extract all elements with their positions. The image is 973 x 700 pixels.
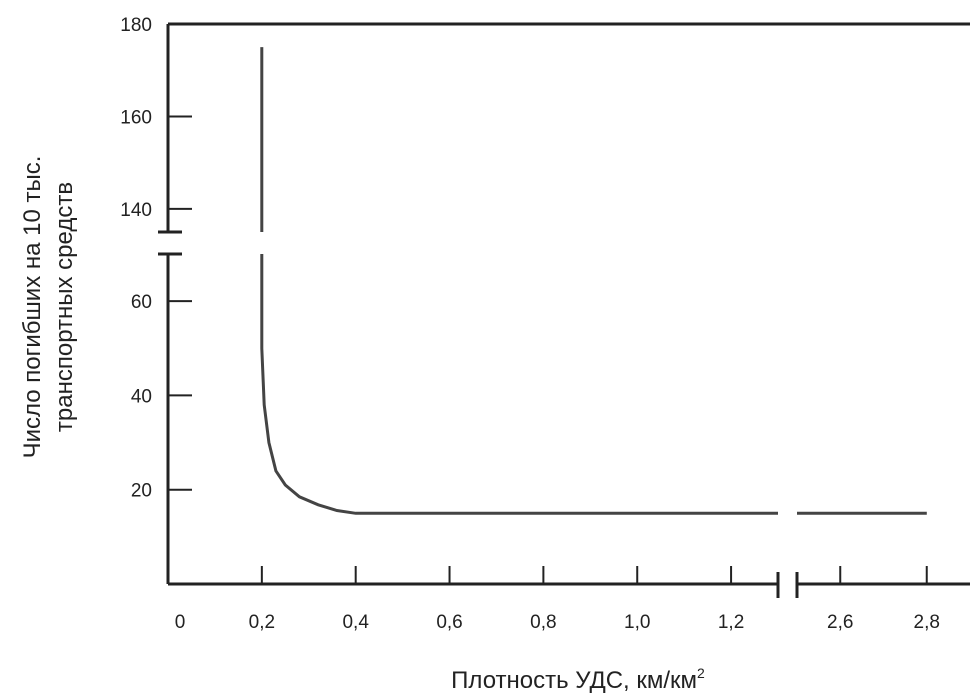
x-tick-label: 1,0 [624,612,650,633]
series-line-segment [260,254,778,515]
x-tick-label: 2,8 [914,612,940,633]
y-tick-label: 20 [131,481,152,502]
x-tick-label: 0,6 [436,612,462,633]
y-axis-title-line2: транспортных средств [51,182,78,432]
axes [158,22,970,598]
x-axis-ticks: 0 0,2 0,4 0,6 0,8 1,0 1,2 2,6 2,8 [175,566,940,633]
x-tick-label: 1,2 [718,612,744,633]
x-tick-label: 0 [175,612,186,633]
x-tick-label: 2,6 [827,612,853,633]
y-tick-label: 40 [131,386,152,407]
x-axis-title-superscript: 2 [697,665,705,681]
y-tick-label: 60 [131,292,152,313]
x-axis-title: Плотность УДС, км/км2 [451,665,705,694]
x-tick-label: 0,2 [249,612,275,633]
x-axis-title-text: Плотность УДС, км/км [451,667,697,694]
y-tick-label: 160 [120,107,152,128]
y-tick-label: 180 [120,15,152,36]
y-axis-ticks: 20 40 60 140 160 180 [120,15,192,502]
series-group [260,47,927,515]
y-axis-title-line1: Число погибших на 10 тыс. [19,156,46,459]
y-axis-title: Число погибших на 10 тыс. транспортных с… [19,156,78,459]
x-tick-label: 0,8 [530,612,556,633]
y-tick-label: 140 [120,200,152,221]
x-tick-label: 0,4 [342,612,369,633]
